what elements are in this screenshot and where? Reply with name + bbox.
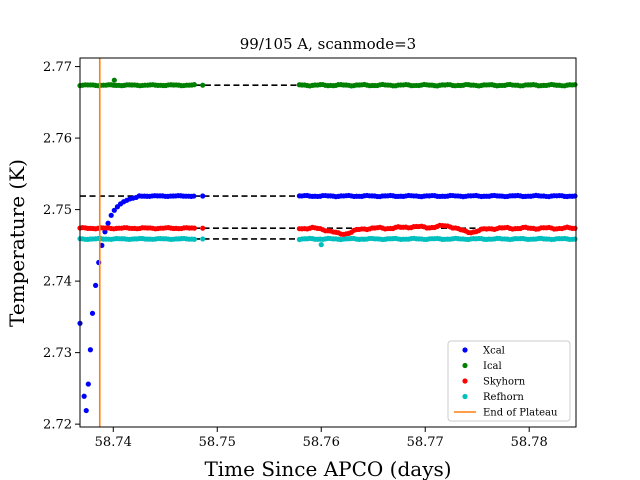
data-points	[77, 77, 578, 414]
legend-label: Xcal	[483, 346, 505, 357]
x-axis-label: Time Since APCO (days)	[204, 457, 451, 480]
xcal-point	[83, 407, 89, 414]
legend: Xcal Ical Skyhorn Refhorn End of Plateau	[447, 340, 571, 422]
xcal-point	[87, 347, 93, 353]
x-tick-label: 58.78	[511, 435, 548, 450]
xcal-point	[81, 393, 87, 399]
xcal-point	[105, 220, 111, 226]
ical-point	[191, 82, 197, 88]
ical-point	[111, 77, 117, 83]
y-tick-label: 2.74	[43, 275, 72, 290]
xcal-point	[572, 193, 578, 199]
x-tick-label: 58.75	[199, 435, 236, 450]
y-tick-label: 2.73	[43, 346, 72, 361]
refhorn-point	[318, 242, 324, 248]
axis-ticks: 58.74 58.75 58.76 58.77 58.78 2.72 2.73 2.74 2.7…	[43, 60, 548, 450]
skyhorn-point	[572, 225, 578, 231]
legend-marker	[462, 393, 468, 400]
xcal-point	[89, 310, 96, 316]
legend-label: Refhorn	[483, 392, 524, 403]
refhorn-point	[191, 236, 197, 242]
xcal-point	[85, 381, 91, 387]
ical-point	[572, 82, 578, 88]
xcal-point	[108, 212, 114, 218]
xcal-point	[200, 193, 206, 199]
reference-lines	[80, 84, 576, 240]
chart-title: 99/105 A, scanmode=3	[240, 35, 416, 53]
plot-frame	[79, 57, 577, 428]
xcal-point	[191, 193, 197, 199]
legend-box	[447, 340, 571, 422]
legend-marker	[462, 362, 468, 369]
xcal-point	[111, 207, 117, 213]
y-tick-label: 2.76	[43, 132, 72, 147]
refhorn-point	[200, 236, 206, 242]
skyhorn-point	[200, 225, 206, 231]
legend-label: Skyhorn	[483, 377, 526, 388]
legend-marker	[462, 347, 468, 353]
legend-marker	[462, 378, 468, 384]
xcal-point	[92, 282, 99, 289]
skyhorn-point	[191, 225, 197, 231]
y-tick-label: 2.75	[43, 203, 72, 218]
refhorn-point	[572, 236, 578, 242]
y-axis-label: Temperature (K)	[5, 159, 29, 327]
y-tick-label: 2.77	[43, 60, 72, 75]
x-tick-label: 58.77	[407, 435, 444, 450]
ical-point	[200, 82, 206, 88]
legend-label: End of Plateau	[483, 408, 558, 419]
x-tick-label: 58.74	[95, 435, 132, 450]
legend-label: Ical	[483, 361, 502, 372]
x-tick-label: 58.76	[303, 435, 340, 450]
y-tick-label: 2.72	[43, 418, 72, 433]
